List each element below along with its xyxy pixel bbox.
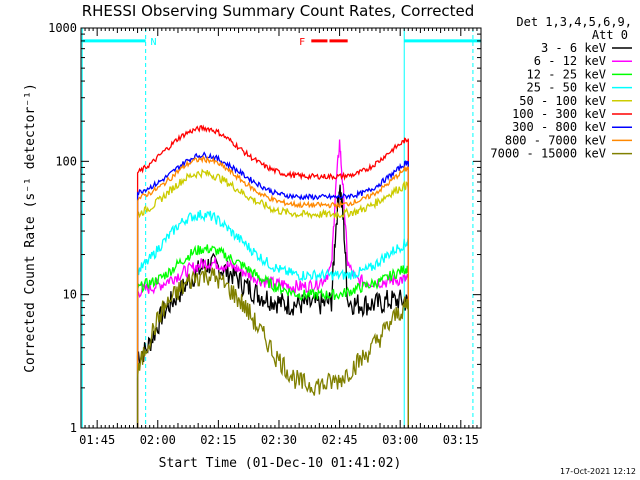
series-line [136,151,409,428]
series-line [136,210,409,428]
legend-attenuator: Att 0 [592,28,628,42]
series-line [136,168,409,428]
series-line [136,184,409,428]
footer-timestamp: 17-Oct-2021 12:12 [560,467,636,476]
y-tick-label: 1 [70,421,77,435]
x-axis-label: Start Time (01-Dec-10 01:41:02) [159,456,402,471]
series-line [136,155,409,428]
legend-label: 6 - 12 keV [534,54,606,68]
x-tick-label: 02:45 [322,433,358,447]
series-line [136,124,409,428]
x-tick-label: 03:00 [382,433,418,447]
flag-label: F [299,37,305,48]
legend-label: 800 - 7000 keV [505,133,606,147]
legend-label: 12 - 25 keV [527,67,606,81]
series-line [136,244,409,428]
y-tick-label: 1000 [48,21,77,35]
x-tick-label: 02:30 [261,433,297,447]
x-tick-label: 02:00 [140,433,176,447]
series-line [136,267,409,428]
legend-label: 25 - 50 keV [527,81,606,95]
axis-ticks: 1 10 100 1000 01:45 02:00 02:15 02:30 02:45 03:00… [48,21,482,447]
legend-label: 3 - 6 keV [541,41,606,55]
legend-detectors: Det 1,3,4,5,6,9, [516,15,632,29]
y-tick-label: 10 [63,288,77,302]
y-tick-label: 100 [55,154,77,168]
legend-label: 300 - 800 keV [512,120,606,134]
flag-label: N [150,37,156,48]
legend-label: 100 - 300 keV [512,107,606,121]
legend-label: 50 - 100 keV [519,94,606,108]
x-tick-label: 02:15 [200,433,236,447]
legend-label: 7000 - 15000 keV [490,147,606,161]
chart-title: RHESSI Observing Summary Count Rates, Co… [82,2,475,20]
x-tick-label: 01:45 [79,433,115,447]
y-axis-label: Corrected Count Rate (s⁻¹ detector⁻¹) [23,83,38,373]
x-tick-label: 03:15 [443,433,479,447]
plot-frame [80,27,482,429]
